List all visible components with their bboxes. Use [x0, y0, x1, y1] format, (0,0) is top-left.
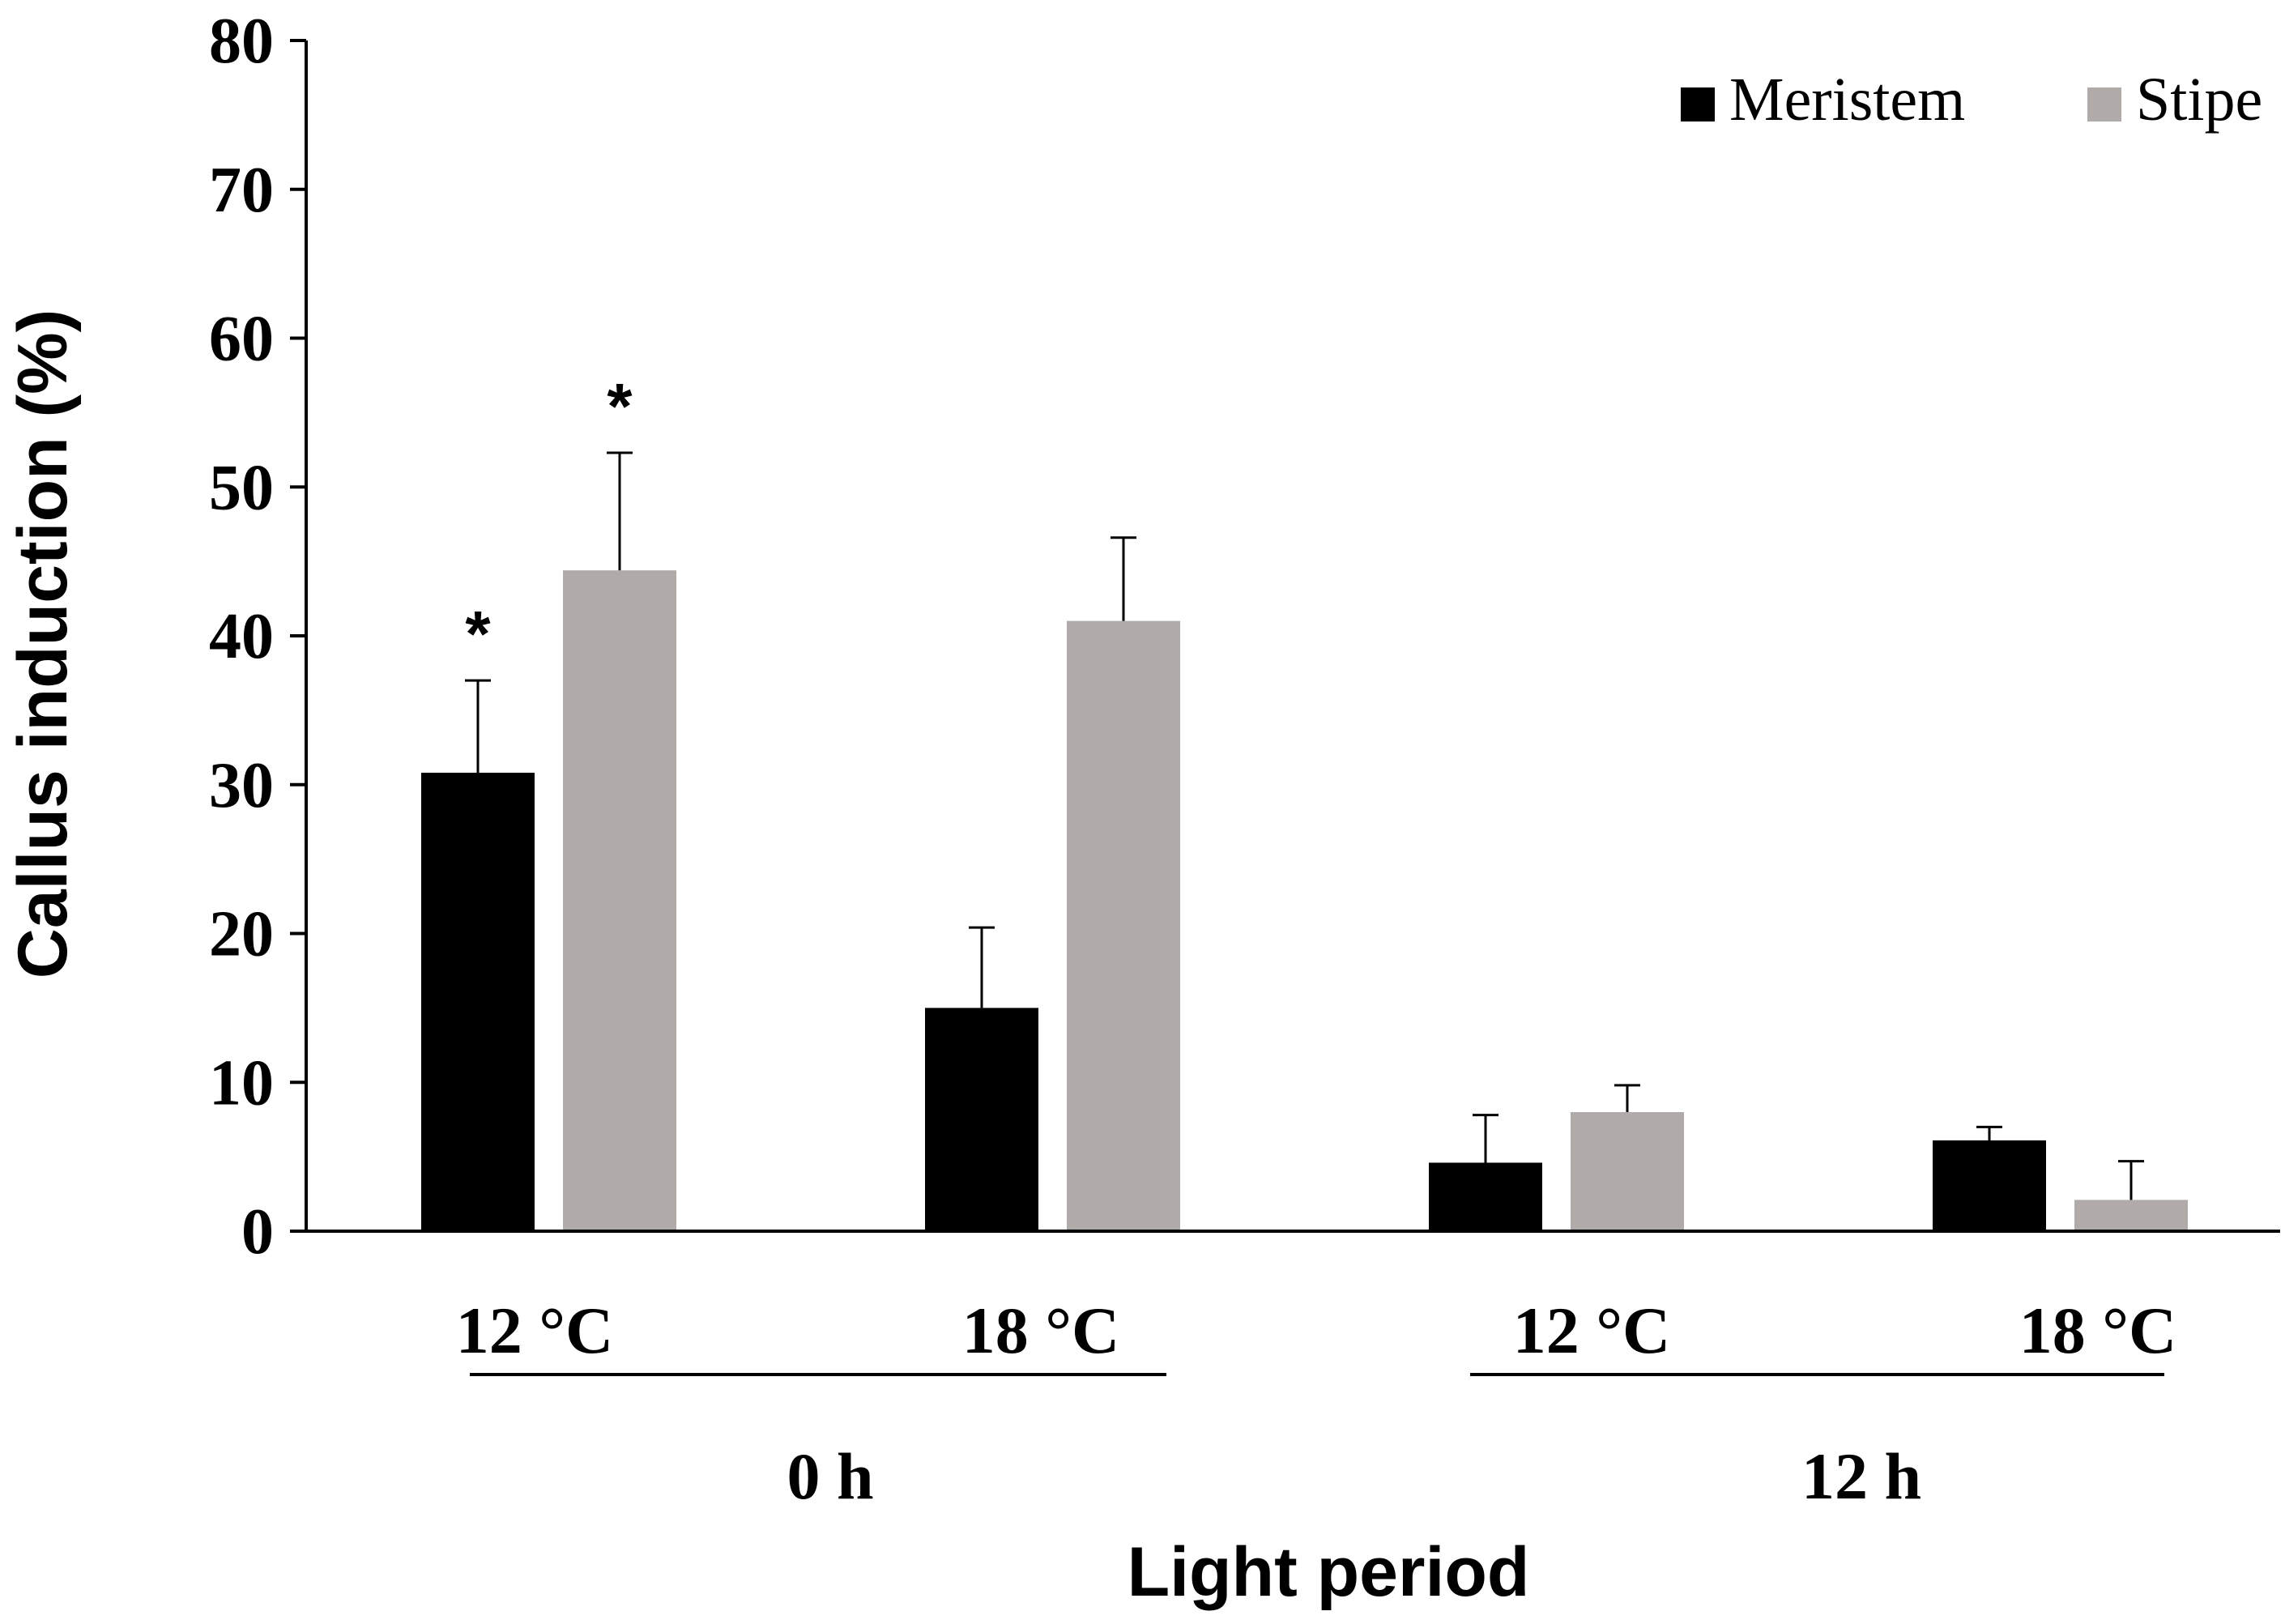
- bar-meristem-3: [1933, 1140, 2046, 1231]
- y-tick-label-60: 60: [209, 304, 274, 375]
- bar-stipe-2: [1571, 1112, 1684, 1231]
- bar-stipe-1: [1067, 620, 1180, 1231]
- category-label-2: 12 °C: [1513, 1294, 1671, 1367]
- group-label-1: 12 h: [1801, 1439, 1921, 1513]
- bar-meristem-0: [421, 773, 535, 1231]
- y-tick-label-50: 50: [209, 452, 274, 523]
- bar-stipe-3: [2074, 1200, 2188, 1231]
- category-label-1: 18 °C: [962, 1294, 1120, 1367]
- y-tick-label-0: 0: [241, 1196, 274, 1268]
- legend-label-stipe: Stipe: [2136, 66, 2262, 134]
- category-label-0: 12 °C: [456, 1294, 614, 1367]
- y-axis-title: Callus induction (%): [4, 309, 82, 979]
- y-tick-label-30: 30: [209, 750, 274, 821]
- legend-swatch-stipe: [2087, 87, 2121, 121]
- y-tick-label-70: 70: [209, 155, 274, 226]
- group-label-0: 0 h: [787, 1439, 873, 1513]
- significance-marker-stipe-0: *: [607, 370, 633, 442]
- y-tick-label-40: 40: [209, 601, 274, 672]
- bar-meristem-2: [1429, 1162, 1542, 1231]
- category-label-3: 18 °C: [2019, 1294, 2177, 1367]
- legend-swatch-meristem: [1681, 87, 1715, 121]
- legend-label-meristem: Meristem: [1729, 66, 1965, 134]
- significance-marker-meristem-0: *: [465, 598, 491, 670]
- y-tick-label-80: 80: [209, 6, 274, 77]
- x-axis-title: Light period: [1128, 1533, 1530, 1611]
- bar-meristem-1: [925, 1008, 1038, 1231]
- y-tick-label-10: 10: [209, 1047, 274, 1119]
- y-tick-label-20: 20: [209, 899, 274, 970]
- bar-stipe-0: [563, 570, 676, 1231]
